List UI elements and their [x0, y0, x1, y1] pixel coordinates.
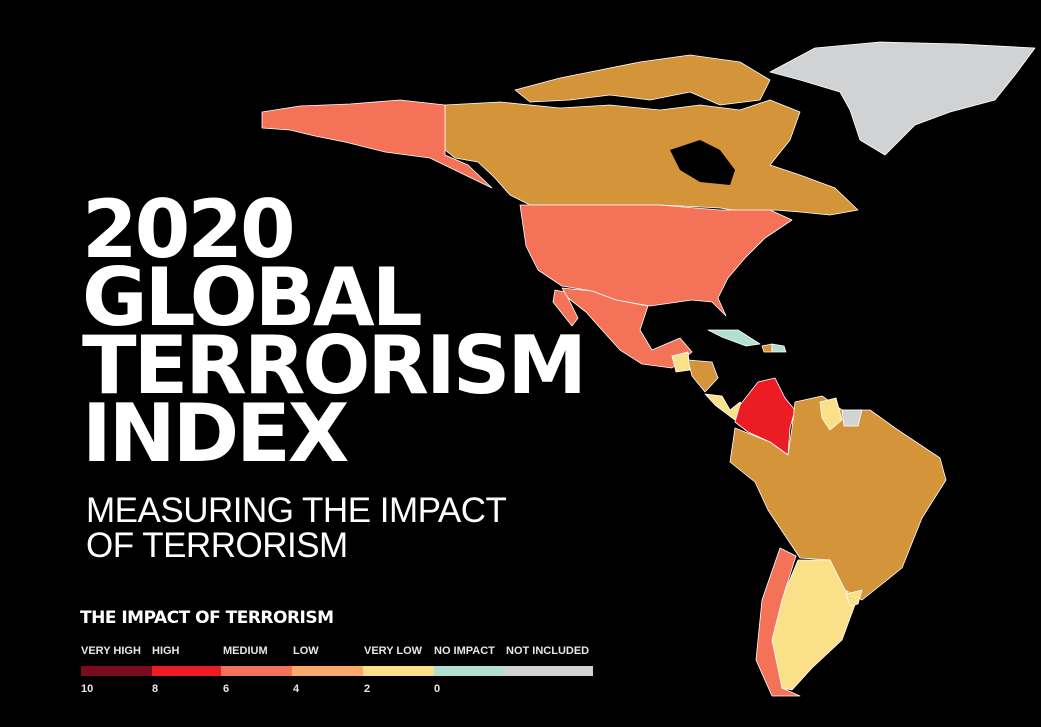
legend-swatch — [221, 666, 292, 676]
greenland — [769, 41, 1036, 156]
title-line: GLOBAL — [82, 251, 423, 344]
cuba — [707, 329, 761, 347]
subtitle: MEASURING THE IMPACT OF TERRORISM — [86, 491, 507, 565]
legend-label: VERY LOW — [364, 645, 423, 657]
colombia — [734, 377, 796, 456]
legend-tick: 0 — [434, 683, 441, 695]
legend-tick: 4 — [293, 683, 300, 695]
legend-label: MEDIUM — [223, 645, 268, 657]
subtitle-line: OF TERRORISM — [86, 526, 348, 565]
united-states — [519, 204, 793, 317]
canada-islands — [514, 54, 771, 106]
canada — [444, 99, 859, 216]
legend-swatch — [363, 666, 434, 676]
title-line: INDEX — [82, 387, 349, 480]
alaska — [261, 99, 493, 189]
subtitle-line: MEASURING THE IMPACT — [86, 491, 507, 530]
legend-tick: 2 — [364, 683, 371, 695]
uruguay — [845, 589, 863, 607]
mexico — [561, 287, 693, 369]
legend-title: THE IMPACT OF TERRORISM — [80, 608, 334, 628]
legend-swatch — [152, 666, 221, 676]
central-america-brown — [687, 359, 719, 393]
title-line: TERRORISM — [82, 319, 587, 412]
legend-label: LOW — [293, 645, 319, 657]
legend-label: VERY HIGH — [81, 645, 141, 657]
legend-label: HIGH — [152, 645, 180, 657]
legend-swatch — [81, 666, 152, 676]
haiti — [761, 343, 773, 353]
legend-tick: 6 — [223, 683, 230, 695]
legend-label: NO IMPACT — [434, 645, 495, 657]
legend-swatch — [292, 666, 363, 676]
legend-swatch — [505, 666, 593, 676]
chile — [755, 547, 801, 697]
legend-label: NOT INCLUDED — [506, 645, 590, 657]
legend-tick: 10 — [81, 683, 94, 695]
baja-california — [552, 289, 579, 327]
title-line: 2020 — [82, 183, 296, 276]
legend-swatch — [434, 666, 505, 676]
legend-tick: 8 — [152, 683, 159, 695]
guyana — [819, 397, 843, 431]
dominican-republic — [771, 343, 787, 353]
hudson-bay — [670, 140, 735, 185]
south-america — [729, 395, 947, 601]
suriname-french-guiana — [841, 409, 863, 427]
page-title: 2020 GLOBAL TERRORISM INDEX — [82, 183, 587, 480]
